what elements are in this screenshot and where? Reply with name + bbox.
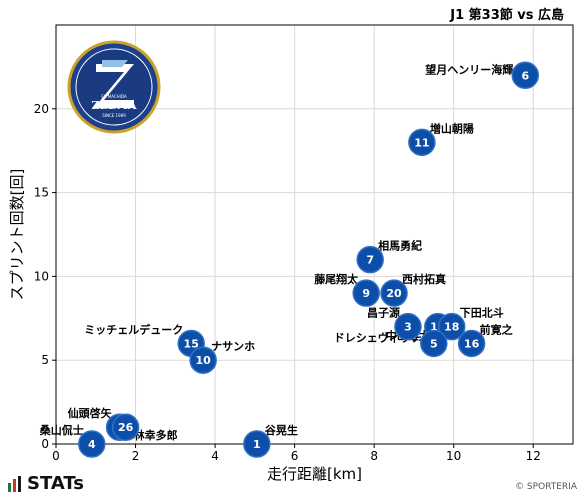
player-name-label: 相馬勇紀 (378, 239, 422, 253)
y-tick-label: 10 (34, 269, 49, 283)
stats-bars-icon (8, 475, 21, 492)
y-tick-label: 20 (34, 102, 49, 116)
x-tick-label: 4 (211, 449, 219, 463)
player-point-marker (243, 430, 271, 458)
emblem-since-text: SINCE 1989 (102, 113, 126, 118)
x-tick-label: 8 (370, 449, 378, 463)
player-point-marker (408, 128, 436, 157)
player-number-label: 10 (195, 354, 211, 367)
x-tick-label: 2 (132, 449, 140, 463)
player-name-label: 前寛之 (480, 322, 513, 336)
x-tick-label: 0 (52, 449, 60, 463)
player-name-label: 仙頭啓矢 (68, 406, 113, 420)
emblem-top-text: FC MACHIDA (101, 94, 126, 99)
y-axis-label: スプリント回数[回] (8, 169, 26, 301)
player-point-marker (420, 329, 448, 358)
player-name-label: 望月ヘンリー海輝 (425, 62, 513, 76)
x-tick-label: 12 (526, 449, 541, 463)
player-number-label: 18 (444, 321, 459, 334)
player-name-label: 下田北斗 (460, 306, 504, 320)
player-point-marker (457, 329, 486, 358)
player-name-label: 昌子源 (367, 306, 400, 320)
brand-name: STATs (27, 473, 84, 494)
player-number-label: 1 (253, 438, 261, 451)
x-tick-label: 6 (291, 449, 299, 463)
player-point-marker (189, 346, 217, 374)
plot-area-frame (55, 24, 574, 445)
player-number-label: 6 (521, 69, 529, 82)
player-point-marker (352, 279, 380, 307)
player-point-marker (380, 279, 408, 307)
x-axis-label: 走行距離[km] (267, 465, 362, 483)
y-tick-label: 15 (34, 186, 49, 200)
player-name-label: 林幸多郎 (134, 428, 178, 442)
player-point-marker (394, 312, 422, 341)
player-number-label: 3 (404, 321, 412, 334)
emblem-z-accent (102, 60, 128, 67)
x-tick-label: 10 (446, 449, 461, 463)
player-number-label: 20 (386, 287, 402, 300)
player-name-label: 増山朝陽 (430, 121, 474, 135)
player-point-marker (356, 245, 384, 274)
player-number-label: 26 (118, 421, 134, 434)
emblem-z-mark (94, 64, 134, 108)
player-number-label: 16 (464, 337, 480, 350)
player-name-label: 谷晃生 (265, 423, 298, 437)
emblem-name-text: ZELVIA (91, 99, 137, 112)
player-point-marker (111, 413, 140, 441)
credit-text: © SPORTERIA (515, 482, 577, 492)
player-name-label: ミッチェルデューク (84, 322, 183, 336)
player-point-marker (437, 312, 466, 341)
player-number-label: 7 (366, 254, 374, 267)
player-name-label: ナサンホ (211, 340, 255, 353)
player-number-label: 11 (414, 136, 429, 149)
player-name-label: 桑山侃士 (39, 423, 84, 437)
y-tick-label: 5 (41, 353, 49, 367)
player-name-labels: 望月ヘンリー海輝増山朝陽相馬勇紀藤尾翔太西村拓真昌子源中山雄太下田北斗ドレシェヴ… (39, 62, 513, 442)
game-title: J1 第33節 vs 広島 (450, 8, 564, 23)
player-points: 611792031918516151022614 (78, 61, 540, 458)
player-number-label: 9 (362, 287, 370, 300)
player-number-label: 4 (88, 438, 96, 451)
brand-logo: STATs (8, 473, 84, 494)
player-point-marker (78, 430, 106, 458)
player-point-marker (511, 61, 540, 90)
player-name-label: 藤尾翔太 (314, 272, 359, 286)
player-number-label: 5 (430, 337, 438, 350)
y-tick-label: 0 (41, 437, 49, 451)
player-number-label: 15 (184, 337, 199, 350)
player-name-label: 西村拓真 (402, 272, 446, 286)
